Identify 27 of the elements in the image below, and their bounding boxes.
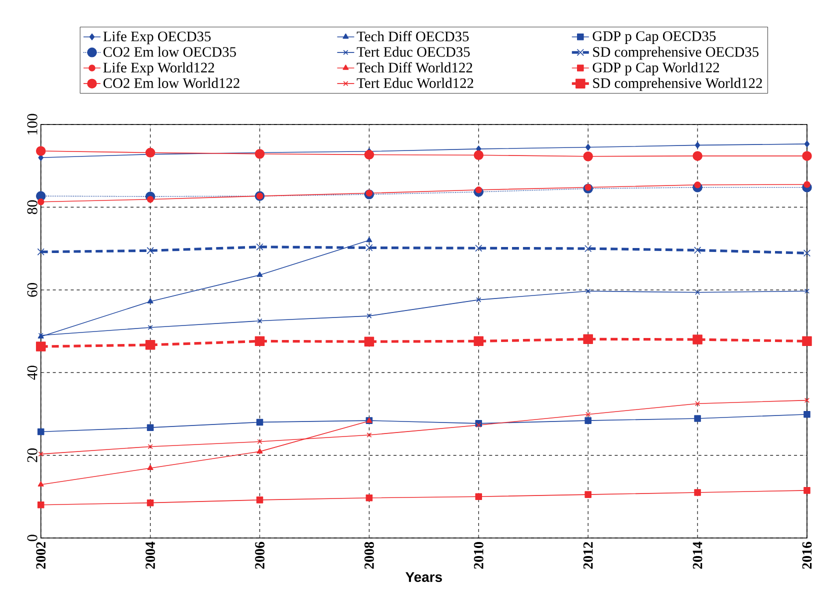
- x-tick-label: 2008: [364, 542, 374, 569]
- y-tick-label: 60: [27, 283, 38, 297]
- legend-label: Tech Diff World122: [356, 62, 472, 73]
- legend-label: Tert Educ OECD35: [356, 46, 470, 57]
- x-tick-label: 2004: [146, 542, 156, 569]
- x-tick-label: 2006: [255, 542, 264, 569]
- legend-label: Tech Diff OECD35: [356, 31, 469, 42]
- x-axis-title: Years: [406, 572, 442, 582]
- x-tick-label: 2010: [474, 542, 484, 569]
- legend-label: SD comprehensive OECD35: [593, 46, 759, 60]
- x-tick-label: 2002: [36, 542, 46, 569]
- y-tick-label: 0: [27, 534, 38, 542]
- x-tick-label: 2014: [692, 542, 702, 569]
- y-tick-label: 80: [27, 200, 38, 214]
- x-tick-label: 2012: [583, 542, 593, 569]
- y-tick-label: 40: [27, 366, 38, 380]
- legend-label: SD comprehensive World122: [593, 78, 762, 92]
- legend-label: Tert Educ World122: [356, 78, 474, 88]
- legend-label: Life Exp World122: [103, 62, 214, 76]
- legend-label: Life Exp OECD35: [103, 31, 211, 44]
- legend-label: GDP p Cap OECD35: [592, 31, 716, 44]
- legend-label: CO2 Em low OECD35: [103, 46, 236, 57]
- legend-label: GDP p Cap World122: [592, 62, 720, 76]
- legend-label: CO2 Em low World122: [103, 78, 240, 88]
- y-tick-label: 100: [27, 114, 38, 135]
- y-tick-label: 20: [27, 448, 38, 462]
- x-tick-label: 2016: [802, 542, 812, 569]
